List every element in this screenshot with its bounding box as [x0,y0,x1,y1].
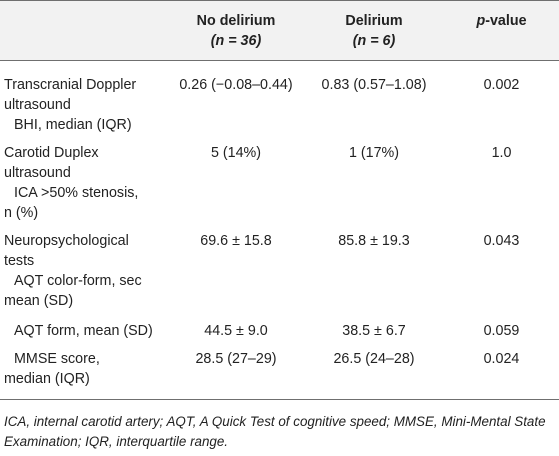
header-p-value: p-value [444,1,559,61]
header-p-italic: p [476,13,486,29]
cell-no-delirium: 0.26 (−0.08–0.44) [179,77,293,93]
header-no-delirium-n: (n = 36) [210,33,262,49]
row-label-cont: median (IQR) [4,371,90,387]
table-row: Transcranial Doppler ultrasound BHI, med… [0,60,559,144]
cell-no-delirium: 5 (14%) [210,145,262,161]
row-sub-label: BHI, median (IQR) [14,117,132,133]
cell-p-value: 1.0 [491,145,512,161]
row-label: Carotid Duplex ultrasound ICA >50% steno… [0,143,168,231]
table-row: AQT form, mean (SD) 44.5 ± 9.0 38.5 ± 6.… [0,321,559,349]
cell-delirium: 1 (17%) [348,145,400,161]
table-row: Carotid Duplex ultrasound ICA >50% steno… [0,143,559,231]
row-label-line: Neuropsychological [4,233,129,249]
results-table: No delirium (n = 36) Delirium (n = 6) p-… [0,0,559,400]
row-label: Neuropsychological tests AQT color-form,… [0,231,168,321]
header-cell-empty [0,1,168,61]
cell-p-value: 0.002 [483,77,520,93]
row-label-line: Carotid Duplex [4,145,99,161]
cell-no-delirium: 28.5 (27–29) [195,351,277,367]
data-table-container: No delirium (n = 36) Delirium (n = 6) p-… [0,0,559,400]
row-sub-label: ICA >50% stenosis, [14,185,139,201]
cell-delirium: 0.83 (0.57–1.08) [321,77,427,93]
cell-delirium: 38.5 ± 6.7 [342,323,406,339]
header-no-delirium-title: No delirium [196,13,276,29]
row-sub-label-cont: n (%) [4,205,39,221]
cell-p-value: 0.024 [483,351,520,367]
cell-no-delirium: 44.5 ± 9.0 [204,323,268,339]
cell-no-delirium: 69.6 ± 15.8 [200,233,272,249]
table-row: Neuropsychological tests AQT color-form,… [0,231,559,321]
row-sub-label: AQT color-form, sec [14,273,142,289]
row-label-line: ultrasound [4,97,71,113]
cell-delirium: 85.8 ± 19.3 [338,233,410,249]
cell-delirium: 26.5 (24–28) [333,351,415,367]
row-label: AQT form, mean (SD) [0,321,168,349]
table-footnote: ICA, internal carotid artery; AQT, A Qui… [4,414,546,449]
cell-p-value: 0.059 [483,323,520,339]
row-sub-label: MMSE score, [14,351,100,367]
header-delirium: Delirium (n = 6) [304,1,444,61]
row-label-line: ultrasound [4,165,71,181]
row-label-line: Transcranial Doppler [4,77,137,93]
table-header-row: No delirium (n = 36) Delirium (n = 6) p-… [0,0,559,61]
header-delirium-title: Delirium [345,13,403,29]
header-no-delirium: No delirium (n = 36) [168,1,304,61]
header-delirium-n: (n = 6) [352,33,396,49]
row-sub-label-cont: mean (SD) [4,293,74,309]
row-label-line: tests [4,253,35,269]
header-p-rest: -value [485,13,527,29]
cell-p-value: 0.043 [483,233,520,249]
row-label: Transcranial Doppler ultrasound BHI, med… [0,61,168,144]
table-row: MMSE score, median (IQR) 28.5 (27–29) 26… [0,349,559,400]
row-label: MMSE score, median (IQR) [0,349,168,400]
row-sub-label: AQT form, mean (SD) [14,323,153,339]
